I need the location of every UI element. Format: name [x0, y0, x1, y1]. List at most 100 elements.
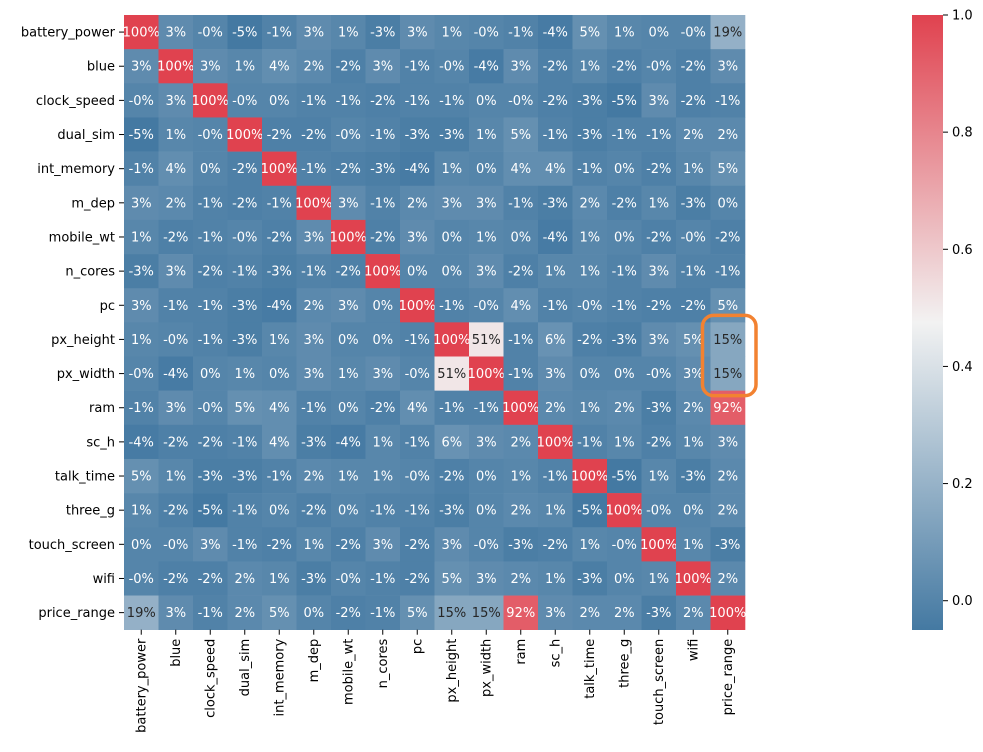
heatmap-cell	[434, 254, 470, 289]
cell-value-label: 0%	[683, 504, 704, 519]
cell-value-label: -2%	[232, 196, 257, 211]
heatmap-cell	[469, 151, 504, 187]
heatmap-cell	[503, 15, 539, 50]
x-tick-label: price_range	[721, 639, 736, 716]
cell-value-label: 1%	[338, 470, 359, 485]
heatmap-cell	[296, 151, 332, 187]
cell-value-label: 100%	[433, 333, 470, 348]
cell-value-label: -3%	[232, 299, 257, 314]
heatmap-cell	[158, 458, 194, 494]
cell-value-label: -1%	[405, 435, 430, 450]
heatmap-cell	[227, 219, 263, 255]
heatmap-cell	[400, 595, 435, 630]
cell-value-label: 100%	[502, 401, 539, 416]
cell-value-label: -3%	[681, 196, 706, 211]
heatmap-cell	[158, 49, 194, 84]
heatmap-cell	[193, 288, 228, 323]
heatmap-cell	[158, 219, 194, 255]
cell-value-label: 3%	[648, 265, 669, 280]
cell-value-label: 3%	[407, 26, 428, 41]
heatmap-cell	[124, 424, 159, 460]
cell-value-label: -1%	[301, 162, 326, 177]
heatmap-cell	[227, 390, 263, 426]
heatmap-cell	[607, 424, 642, 460]
cell-value-label: -3%	[715, 538, 740, 553]
heatmap-cell	[469, 561, 504, 596]
heatmap-cell	[193, 595, 228, 630]
x-tick-label: wifi	[687, 639, 702, 661]
cell-value-label: -2%	[163, 572, 188, 587]
heatmap-cell	[710, 117, 746, 152]
heatmap-cell	[400, 458, 435, 494]
heatmap-cell	[641, 493, 677, 528]
cell-value-label: -2%	[336, 60, 361, 75]
heatmap-cell	[469, 595, 504, 630]
heatmap-cell	[158, 117, 194, 152]
cell-value-label: 3%	[303, 26, 324, 41]
cell-value-label: 5%	[234, 401, 255, 416]
y-tick-label: n_cores	[65, 265, 115, 280]
cell-value-label: -2%	[198, 435, 223, 450]
cell-value-label: 1%	[165, 470, 186, 485]
heatmap-cell	[572, 288, 608, 323]
heatmap-cell	[607, 390, 642, 426]
heatmap-cells: 100% 3% -0% -5% -1% 3% 1% -3% 3% 1% -0% -1% -4% 5% 1% 0…	[123, 15, 746, 630]
heatmap-cell	[641, 356, 677, 391]
cell-value-label: 3%	[165, 265, 186, 280]
heatmap-cell	[400, 185, 435, 221]
heatmap-cell	[400, 117, 435, 152]
cell-value-label: 4%	[407, 401, 428, 416]
heatmap-cell	[262, 356, 297, 391]
cell-value-label: 6%	[441, 435, 462, 450]
cell-value-label: -2%	[336, 538, 361, 553]
heatmap-cell	[331, 390, 366, 426]
heatmap-cell	[193, 527, 228, 562]
heatmap-cell	[538, 49, 573, 84]
cell-value-label: 1%	[683, 435, 704, 450]
heatmap-cell	[262, 185, 297, 221]
cell-value-label: 2%	[545, 401, 566, 416]
cell-value-label: -3%	[370, 162, 395, 177]
cell-value-label: -2%	[336, 606, 361, 621]
heatmap-cell	[641, 254, 677, 289]
cell-value-label: 3%	[372, 60, 393, 75]
cell-value-label: -2%	[646, 230, 671, 245]
cell-value-label: -0%	[646, 367, 671, 382]
heatmap-cell	[469, 219, 504, 255]
y-tick-label: talk_time	[55, 470, 115, 485]
heatmap-cell	[538, 493, 573, 528]
heatmap-cell	[124, 288, 159, 323]
cell-value-label: 1%	[131, 504, 152, 519]
heatmap-cell	[331, 493, 366, 528]
cell-value-label: 1%	[614, 26, 635, 41]
cell-value-label: -1%	[543, 299, 568, 314]
heatmap-cell	[262, 219, 297, 255]
heatmap-cell	[331, 424, 366, 460]
cell-value-label: -2%	[405, 538, 430, 553]
heatmap-cell	[296, 390, 332, 426]
cell-value-label: 3%	[303, 367, 324, 382]
cell-value-label: -0%	[336, 128, 361, 143]
cell-value-label: 2%	[717, 572, 738, 587]
cell-value-label: -0%	[129, 572, 154, 587]
heatmap-cell	[124, 356, 159, 391]
cell-value-label: 1%	[614, 435, 635, 450]
cell-value-label: -2%	[612, 196, 637, 211]
heatmap-cell	[365, 493, 401, 528]
cell-value-label: 1%	[545, 572, 566, 587]
cell-value-label: 0%	[579, 367, 600, 382]
heatmap-cell	[227, 185, 263, 221]
y-tick-label: pc	[100, 299, 115, 314]
cell-value-label: -2%	[681, 299, 706, 314]
heatmap-cell	[607, 15, 642, 50]
heatmap-cell	[331, 15, 366, 50]
cell-value-label: -2%	[198, 265, 223, 280]
heatmap-cell	[158, 390, 194, 426]
cell-value-label: 1%	[579, 230, 600, 245]
cell-value-label: -3%	[577, 572, 602, 587]
heatmap-cell	[503, 219, 539, 255]
cell-value-label: -2%	[543, 538, 568, 553]
cell-value-label: 0%	[648, 26, 669, 41]
heatmap-cell	[331, 219, 366, 255]
heatmap-cell	[572, 390, 608, 426]
